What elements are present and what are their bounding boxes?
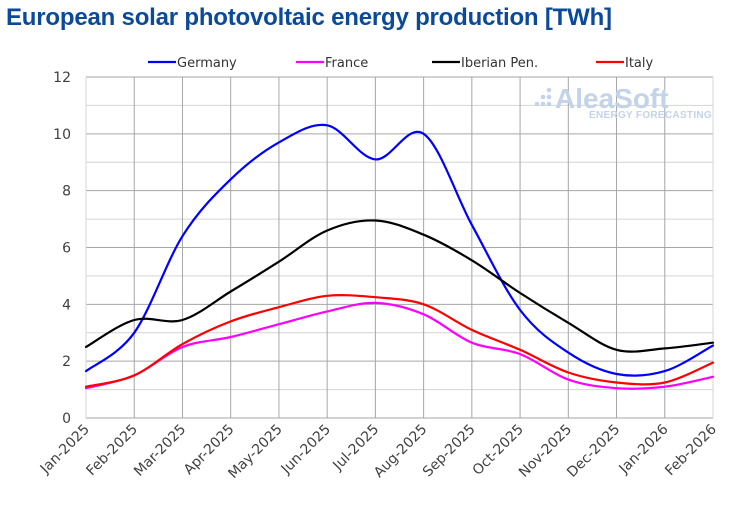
y-tick-label: 4 xyxy=(62,297,71,313)
x-tick-label: Mar-2025 xyxy=(131,422,189,480)
series-lines xyxy=(84,123,715,390)
aleasoft-logo-icon xyxy=(534,87,552,107)
x-tick-label: Sep-2025 xyxy=(420,422,479,481)
y-tick-label: 10 xyxy=(53,127,71,143)
x-axis-ticks: Jan-2025Feb-2025Mar-2025Apr-2025May-2025… xyxy=(37,421,720,481)
y-axis-ticks: 0 2 4 6 8 10 12 xyxy=(53,70,71,427)
x-tick-label: Dec-2025 xyxy=(564,422,623,481)
legend-label: France xyxy=(325,56,368,71)
x-tick-label: Aug-2025 xyxy=(371,422,430,481)
series-line-france xyxy=(84,301,715,390)
y-tick-label: 0 xyxy=(62,411,71,427)
legend-item-germany: Germany xyxy=(148,56,237,71)
y-tick-label: 2 xyxy=(62,354,71,370)
legend-item-france: France xyxy=(296,56,368,71)
y-tick-label: 8 xyxy=(62,184,71,200)
x-tick-label: Jun-2025 xyxy=(278,422,334,478)
watermark-tagline: ENERGY FORECASTING xyxy=(589,110,712,121)
legend-label: Germany xyxy=(177,56,237,71)
series-line-italy xyxy=(84,294,715,388)
legend-item-iberian-pen: Iberian Pen. xyxy=(432,56,538,71)
legend-label: Iberian Pen. xyxy=(461,56,538,71)
legend-item-italy: Italy xyxy=(596,56,654,71)
y-tick-label: 12 xyxy=(53,70,71,86)
series-line-germany xyxy=(84,123,715,377)
y-tick-label: 6 xyxy=(62,241,71,257)
aleasoft-watermark: AleaSoft ENERGY FORECASTING xyxy=(534,83,712,121)
series-line-iberian-pen xyxy=(84,219,715,353)
chart-title: European solar photovoltaic energy produ… xyxy=(6,4,612,31)
x-tick-label: Feb-2026 xyxy=(662,421,720,479)
watermark-brand: AleaSoft xyxy=(555,83,669,114)
legend: Germany France Iberian Pen. Italy xyxy=(148,56,654,71)
gridlines xyxy=(85,76,714,419)
legend-label: Italy xyxy=(625,56,654,71)
